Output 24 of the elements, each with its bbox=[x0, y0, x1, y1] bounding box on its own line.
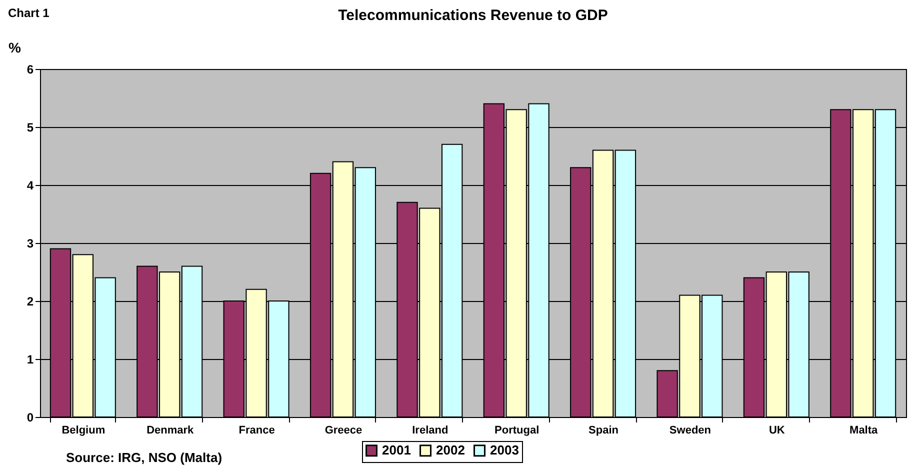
caption: Chart 1 bbox=[8, 6, 50, 20]
y-axis-title: % bbox=[8, 40, 22, 56]
x-tick-label: Portugal bbox=[494, 424, 540, 436]
y-tick-label: 0 bbox=[26, 410, 34, 424]
x-tick-label: Malta bbox=[850, 424, 879, 436]
y-tick-label: 3 bbox=[26, 236, 34, 250]
y-tick-label: 4 bbox=[26, 178, 34, 192]
legend-label: 2001 bbox=[382, 442, 411, 458]
legend-label: 2003 bbox=[490, 442, 519, 458]
x-tick-label: Greece bbox=[324, 424, 362, 436]
y-tick-label: 2 bbox=[26, 294, 34, 308]
y-tick-label: 5 bbox=[26, 120, 34, 134]
legend-label: 2002 bbox=[436, 442, 465, 458]
chart-title: Telecommunications Revenue to GDP bbox=[338, 7, 608, 24]
x-tick-label: Ireland bbox=[412, 424, 448, 436]
y-tick-label: 1 bbox=[26, 352, 34, 366]
x-tick-label: Belgium bbox=[62, 424, 106, 436]
x-tick-label: Spain bbox=[588, 424, 619, 436]
y-tick-label: 6 bbox=[26, 62, 34, 76]
x-tick-label: France bbox=[238, 424, 275, 436]
x-tick-label: UK bbox=[768, 424, 785, 436]
source-note: Source: IRG, NSO (Malta) bbox=[66, 450, 222, 465]
x-tick-label: Sweden bbox=[669, 424, 712, 436]
x-tick-label: Denmark bbox=[146, 424, 195, 436]
